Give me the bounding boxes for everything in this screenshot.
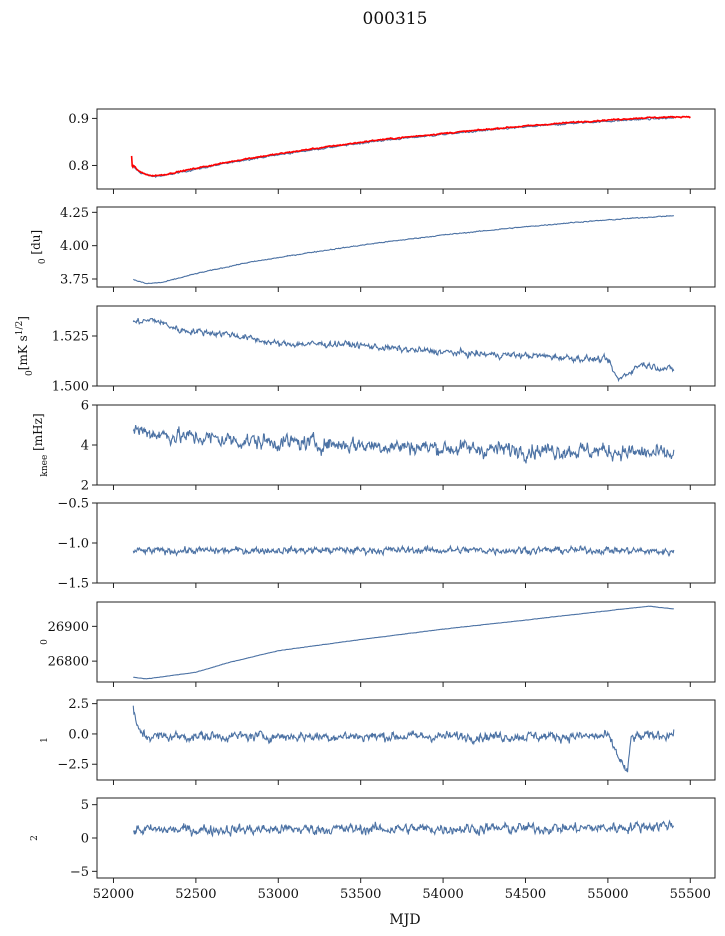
panel-7: −2.5 0.0 2.5 b1 xyxy=(40,697,716,785)
series-line-1-2 xyxy=(130,115,691,177)
y-tick-label: −1.5 xyxy=(57,577,89,592)
y-tick-label: 4.00 xyxy=(60,239,89,254)
panel-6: 26800 26900 b0 xyxy=(40,601,716,687)
axes-frame xyxy=(96,699,716,781)
series-line-2-1 xyxy=(133,215,675,285)
axes-frame xyxy=(96,305,716,387)
x-tick-label: 55000 xyxy=(587,887,628,902)
y-tick-label: 26800 xyxy=(48,655,89,670)
series-line-7-1 xyxy=(132,705,675,773)
y-tick-label: 2.5 xyxy=(68,697,89,712)
y-tick-label: −0.5 xyxy=(57,497,89,512)
panel-3: 1.500 1.525 σ0[mK s1/2] xyxy=(15,305,716,395)
y-tick-label: 26900 xyxy=(48,620,89,635)
panel-5: −1.5−1.0−0.5α xyxy=(57,497,716,592)
x-tick-label: 52500 xyxy=(175,887,216,902)
series-line-4-1 xyxy=(132,425,675,464)
panel-2: 3.75 4.00 4.25 σ0 [du] xyxy=(29,206,716,292)
panel-4: 2 4 6 fknee [mHz] xyxy=(31,399,716,494)
y-axis-label: σ0[mK s1/2] xyxy=(15,316,35,376)
x-tick-label: 54000 xyxy=(422,887,463,902)
y-tick-label: 0 xyxy=(81,832,89,847)
y-tick-label: −5 xyxy=(70,865,89,880)
x-tick-label: 53000 xyxy=(258,887,299,902)
x-tick-label: 54500 xyxy=(505,887,546,902)
series-line-6-1 xyxy=(133,605,674,680)
y-tick-label: 4.25 xyxy=(60,206,89,221)
x-tick-label: 55500 xyxy=(670,887,711,902)
y-tick-label: 6 xyxy=(81,399,89,414)
x-axis-label: MJD xyxy=(389,912,420,928)
x-tick-label: 52000 xyxy=(93,887,134,902)
y-tick-label: −2.5 xyxy=(57,758,89,773)
axes-frame xyxy=(96,404,716,486)
y-axis-label: σ0 [du] xyxy=(29,230,48,264)
axes-frame xyxy=(96,206,716,288)
y-tick-label: −1.0 xyxy=(57,537,89,552)
axes-frame xyxy=(96,108,716,190)
y-axis-label: b0 xyxy=(40,639,50,645)
y-tick-label: 0.8 xyxy=(68,159,89,174)
y-axis-label: fknee [mHz] xyxy=(31,413,50,476)
y-tick-label: 4 xyxy=(81,439,89,454)
panel-8: −5 0 5 52000 52500 53000 53500 54000 54500 55000 5… xyxy=(30,797,716,902)
y-tick-label: 2 xyxy=(81,479,89,494)
panels: 0.80.9g3.754.004.25σ0 [du]1.5001.525σ0[m… xyxy=(15,108,716,902)
series-line-8-1 xyxy=(132,819,675,838)
y-tick-label: 1.525 xyxy=(52,330,89,345)
series-line-1-1 xyxy=(131,116,674,179)
axes-frame xyxy=(96,502,716,584)
panel-1: 0.80.9g xyxy=(68,108,716,194)
y-tick-label: 0.0 xyxy=(68,727,89,742)
y-axis-label: b1 xyxy=(40,737,50,743)
y-tick-label: 1.500 xyxy=(52,380,89,395)
y-axis-label: χ2 xyxy=(30,835,40,841)
series-line-3-1 xyxy=(132,317,675,383)
y-tick-label: 3.75 xyxy=(60,273,89,288)
axes-frame xyxy=(96,797,716,879)
y-tick-label: 5 xyxy=(81,798,89,813)
y-tick-label: 0.9 xyxy=(68,112,89,127)
axes-frame xyxy=(96,601,716,683)
figure-title: 000315 xyxy=(363,9,428,29)
series-line-5-1 xyxy=(132,544,675,558)
x-tick-label: 53500 xyxy=(340,887,381,902)
